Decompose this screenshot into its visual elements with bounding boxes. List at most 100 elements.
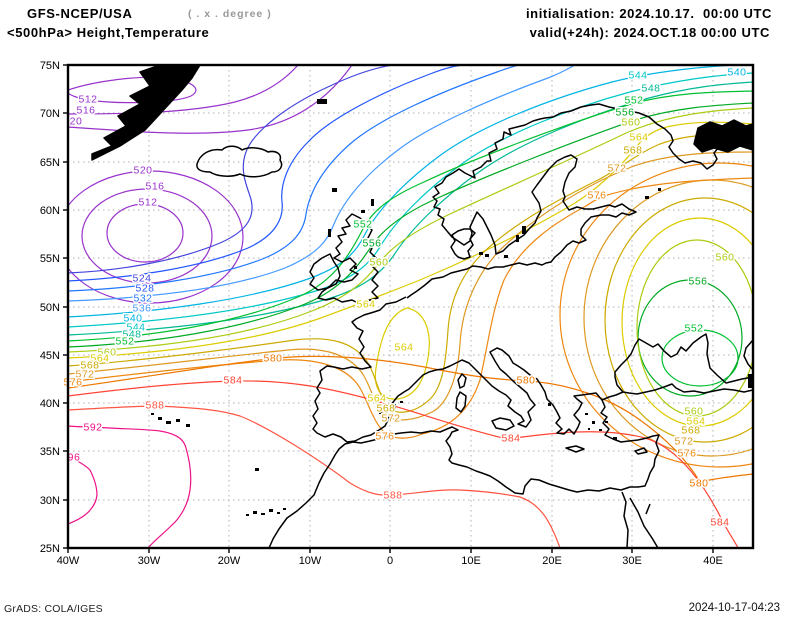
contour-label-560: 560: [369, 257, 388, 269]
coast-denmark: [450, 228, 476, 260]
coast-caspian-edge: [743, 339, 753, 371]
page-title: <500hPa> Height,Temperature: [7, 25, 210, 40]
contour-label-580: 580: [263, 353, 282, 365]
coast-norway-arctic: [432, 103, 753, 232]
contour-line-520: [68, 170, 244, 304]
model-name: GFS-NCEP/USA: [27, 6, 133, 21]
coast-uk: [317, 213, 379, 305]
contour-label-552: 552: [684, 323, 703, 335]
contour-label-544: 544: [126, 322, 145, 334]
contour-label-576: 576: [375, 431, 394, 443]
contour-label-572: 572: [674, 436, 693, 448]
contour-label-520: 520: [133, 165, 152, 177]
contour-label-560: 560: [684, 406, 703, 418]
x-axis-tick-label: 0: [387, 555, 393, 567]
contour-line-532: [68, 65, 519, 292]
contour-label-568: 568: [80, 360, 99, 372]
x-axis-tick-label: 20E: [542, 555, 562, 567]
contour-label-592: 592: [83, 422, 102, 434]
contour-label-512: 512: [78, 94, 97, 106]
map-border: [66, 63, 755, 550]
contour-line-512: [68, 76, 197, 104]
y-axis-tick-label: 75N: [40, 60, 60, 72]
coast-crete: [565, 445, 585, 453]
contour-line-528: [68, 65, 463, 282]
contour-line-580: [68, 355, 753, 483]
x-axis-tick-label: 10E: [461, 555, 481, 567]
contour-label-552: 552: [624, 95, 643, 107]
contour-label-564: 564: [367, 393, 386, 405]
contour-label-552: 552: [115, 336, 134, 348]
contour-line-568: [604, 197, 753, 443]
contour-label-568: 568: [681, 425, 700, 437]
contour-label-540: 540: [123, 313, 142, 325]
coast-sardinia: [455, 391, 467, 413]
contour-label-548: 548: [122, 329, 141, 341]
y-axis-tick-label: 55N: [40, 253, 60, 265]
coast-corsica: [457, 373, 467, 389]
x-axis-tick-label: 40E: [703, 555, 723, 567]
coast-mainland-west: [312, 296, 624, 443]
contour-label-560: 560: [715, 252, 734, 264]
y-axis-tick-label: 65N: [40, 157, 60, 169]
contour-label-560: 560: [97, 347, 116, 359]
coast-greenland: [91, 65, 201, 161]
contour-label-544: 544: [628, 70, 647, 82]
contour-line-572: [583, 179, 753, 457]
contour-label-536: 536: [132, 303, 151, 315]
y-axis-tick-label: 40N: [40, 398, 60, 410]
y-axis-tick-label: 45N: [40, 350, 60, 362]
contour-label-524: 524: [132, 273, 151, 285]
contour-line-560: [636, 239, 753, 417]
contour-line-596: [68, 455, 98, 525]
contour-label-564: 564: [629, 132, 648, 144]
contour-label-584: 584: [223, 375, 242, 387]
contour-label-568: 568: [623, 145, 642, 157]
contour-label-520: 20: [70, 116, 83, 128]
contour-line-548: [68, 81, 753, 336]
contour-line-556: [68, 102, 753, 348]
contour-label-572: 572: [607, 163, 626, 175]
contour-label-552: 552: [353, 219, 372, 231]
contour-line-512: [106, 203, 184, 263]
contour-label-576: 576: [587, 190, 606, 202]
valid-time: valid(+24h): 2024.OCT.18 00:00 UTC: [529, 25, 770, 40]
coast-black-sea: [614, 333, 753, 395]
contour-line-572: [68, 151, 753, 421]
x-axis-tick-label: 20W: [218, 555, 241, 567]
contour-line-564: [374, 307, 430, 400]
contour-label-588: 588: [383, 490, 402, 502]
initialisation-time: initialisation: 2024.10.17. 00:00 UTC: [525, 6, 772, 21]
coast-iceland: [196, 145, 283, 178]
contour-label-580: 580: [516, 375, 535, 387]
contour-line-564: [621, 217, 753, 427]
coast-turkey-africa: [268, 399, 660, 548]
contour-label-548: 548: [641, 83, 660, 95]
contour-label-516: 516: [76, 105, 95, 117]
contour-line-576: [559, 162, 753, 468]
coast-kanin: [693, 119, 753, 153]
coast-sicily: [491, 417, 515, 431]
contour-line-536: [68, 65, 576, 302]
x-axis-tick-label: 40W: [57, 555, 80, 567]
contour-label-516: 516: [145, 181, 164, 193]
contour-label-584: 584: [501, 433, 520, 445]
contour-line-568: [68, 134, 753, 413]
contour-label-568: 568: [376, 403, 395, 415]
contour-line-588: [68, 405, 561, 548]
contour-label-512: 512: [138, 197, 157, 209]
small-islands: [151, 99, 753, 516]
coastline-layer: [91, 65, 753, 548]
contour-line-520: [68, 65, 353, 134]
y-axis-tick-label: 30N: [40, 495, 60, 507]
y-axis-tick-label: 70N: [40, 108, 60, 120]
contour-label-580: 580: [689, 478, 708, 490]
contour-label-layer: 5125162052051651252452853253654054454855…: [62, 65, 748, 530]
contour-line-584: [68, 380, 739, 548]
contour-label-584: 584: [710, 517, 729, 529]
contour-line-540: [68, 65, 746, 318]
x-axis-tick-label: 30W: [138, 555, 161, 567]
contour-line-592: [68, 425, 192, 548]
y-axis-tick-label: 50N: [40, 302, 60, 314]
